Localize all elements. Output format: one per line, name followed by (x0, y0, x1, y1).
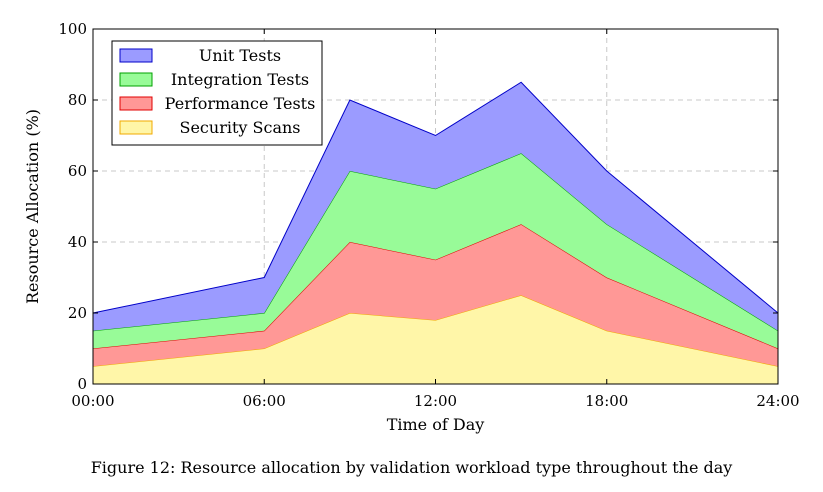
x-axis-label: Time of Day (387, 415, 485, 434)
legend-label-integration-tests: Integration Tests (171, 70, 309, 89)
legend-label-security-scans: Security Scans (180, 118, 301, 137)
tick-layer: 00:00 06:00 12:00 18:00 24:00 0 20 40 60 80 100 (58, 20, 799, 410)
y-tick-label: 20 (68, 304, 87, 322)
legend: Unit Tests Integration Tests Performance T… (111, 40, 323, 146)
y-tick-label: 60 (68, 162, 87, 180)
y-tick-label: 40 (68, 233, 87, 251)
y-axis-label: Resource Allocation (%) (23, 109, 42, 304)
area-edge-unit-tests (92, 81, 779, 314)
x-tick-label: 24:00 (756, 392, 799, 410)
x-tick-label: 18:00 (585, 392, 628, 410)
y-tick-label: 80 (68, 91, 87, 109)
legend-label-unit-tests: Unit Tests (199, 46, 281, 65)
area-unit-tests (93, 82, 778, 331)
legend-swatch-security-scans (119, 120, 153, 135)
y-tick-label: 100 (58, 20, 87, 38)
y-tick-label: 0 (77, 375, 87, 393)
area-security-scans (93, 295, 778, 384)
stacked-area-chart: 00:00 06:00 12:00 18:00 24:00 0 20 40 60 80 100 Ti… (23, 20, 800, 434)
legend-label-performance-tests: Performance Tests (165, 94, 316, 113)
legend-swatch-integration-tests (119, 72, 153, 87)
x-tick-label: 00:00 (71, 392, 114, 410)
area-layer (92, 81, 779, 384)
x-tick-label: 06:00 (243, 392, 286, 410)
figure-caption: Figure 12: Resource allocation by valida… (90, 458, 733, 477)
x-tick-label: 12:00 (414, 392, 457, 410)
legend-swatch-performance-tests (119, 96, 153, 111)
legend-swatch-unit-tests (119, 48, 153, 63)
area-integration-tests (93, 153, 778, 349)
